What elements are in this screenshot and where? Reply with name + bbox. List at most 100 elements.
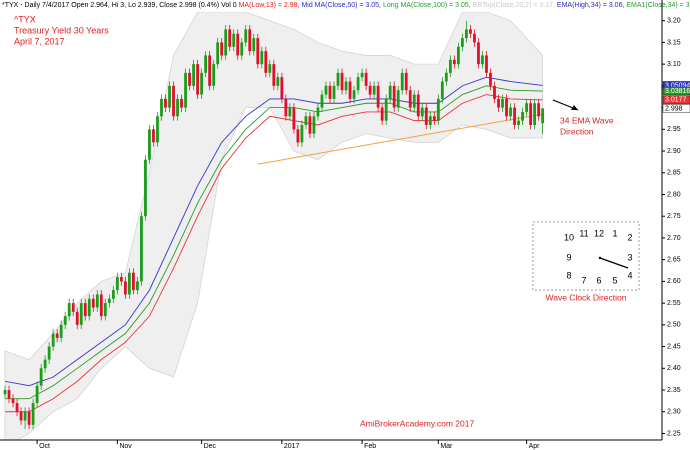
candle-body — [312, 116, 316, 134]
candle-body — [392, 85, 396, 108]
arrowhead — [571, 105, 578, 110]
y-tick-label: 2.25 — [667, 430, 681, 437]
candle-body — [103, 303, 107, 317]
candle-body — [268, 64, 272, 73]
candle-body — [79, 303, 83, 325]
candle-body — [148, 129, 151, 160]
candle-body — [224, 29, 228, 56]
candle-body — [537, 103, 541, 117]
candle-body — [19, 411, 23, 421]
ma-line — [4, 76, 543, 387]
y-tick-label: 3.20 — [667, 18, 681, 25]
y-tick-label: 2.95 — [667, 126, 681, 133]
candle-body — [412, 94, 416, 108]
candle-body — [228, 29, 232, 47]
candle-body — [27, 411, 31, 425]
candle-body — [336, 72, 340, 86]
candle-body — [208, 55, 212, 86]
candle-body — [501, 98, 504, 108]
candle-body — [87, 298, 91, 317]
candle-body — [140, 216, 143, 282]
candle-body — [344, 81, 348, 91]
candle-body — [75, 311, 79, 325]
candle-body — [473, 33, 476, 43]
y-tick-label: 2.35 — [667, 387, 681, 394]
candle-body — [63, 316, 67, 325]
candle-body — [368, 85, 372, 95]
candle-body — [376, 85, 380, 108]
y-tick-label: 2.70 — [667, 235, 681, 242]
candle-body — [509, 107, 512, 117]
candle-body — [533, 103, 537, 125]
candle-body — [3, 390, 7, 395]
clock-number: 3 — [627, 252, 632, 262]
candle-body — [372, 85, 376, 95]
candle-body — [7, 390, 11, 399]
candle-body — [497, 98, 500, 108]
candle-body — [424, 107, 428, 125]
candle-body — [164, 98, 167, 108]
candle-body — [232, 33, 236, 47]
candle-body — [364, 72, 368, 86]
candle-body — [136, 281, 139, 291]
clock-number: 2 — [627, 232, 632, 242]
candle-body — [408, 90, 412, 108]
candle-body — [436, 98, 440, 121]
candle-body — [172, 85, 175, 117]
clock: 10 11 12 1 29 38 7 6 5 4 — [564, 228, 633, 285]
header-part: *TYX - Daily 7/4/2017 Open 2.964, Hi 3, … — [2, 2, 239, 9]
title: ^TYX — [14, 14, 36, 24]
x-tick-label: Mar — [440, 443, 453, 450]
ma-line — [5, 85, 543, 400]
clock-number: 8 — [566, 270, 571, 280]
candle-body — [529, 103, 533, 125]
y-tick-label: 3.10 — [667, 61, 681, 68]
candle-body — [71, 303, 75, 312]
candle-body — [240, 42, 244, 56]
candle-body — [481, 55, 484, 65]
candle-body — [384, 98, 388, 121]
candle-body — [348, 81, 352, 99]
candle-body — [428, 116, 432, 125]
candle-body — [160, 98, 163, 117]
annotation: 34 EMA Wave — [560, 115, 614, 125]
candle-body — [452, 59, 456, 65]
candle-body — [184, 72, 187, 108]
x-tick-label: 2017 — [284, 443, 300, 450]
candle-body — [107, 298, 111, 304]
candle-body — [420, 107, 424, 117]
y-tick-label: 2.65 — [667, 257, 681, 264]
candle-body — [91, 298, 95, 308]
candle-body — [465, 29, 468, 39]
header-part: EMA1(Close,34) = 3. — [626, 2, 690, 9]
candle-body — [300, 124, 304, 143]
candle-body — [292, 107, 296, 130]
clock-number: 11 — [579, 228, 588, 238]
candle-body — [525, 103, 528, 112]
candle-body — [236, 33, 240, 56]
candle-body — [505, 98, 508, 117]
candle-body — [272, 64, 276, 86]
x-tick-label: Nov — [119, 443, 132, 450]
candle-body — [388, 85, 392, 99]
trendline — [257, 113, 543, 165]
candle-body — [260, 51, 264, 65]
candle-body — [396, 90, 400, 108]
plot-area — [3, 12, 545, 440]
candle-body — [176, 98, 179, 117]
candle-body — [288, 107, 292, 117]
clock-frame — [532, 221, 640, 291]
candle-body — [196, 64, 199, 95]
candle-body — [284, 98, 288, 117]
candle-body — [200, 72, 204, 95]
candle-body — [144, 159, 147, 217]
candle-body — [83, 303, 87, 317]
candle-body — [35, 385, 39, 404]
candle-body — [23, 411, 27, 421]
candle-body — [432, 116, 436, 121]
header-part: EMA(High,34) = 3.06, — [557, 2, 626, 9]
candle-body — [132, 272, 135, 291]
value-box — [662, 104, 690, 113]
header-part: Mid MA(Close,50) = 3.05, — [301, 2, 383, 9]
